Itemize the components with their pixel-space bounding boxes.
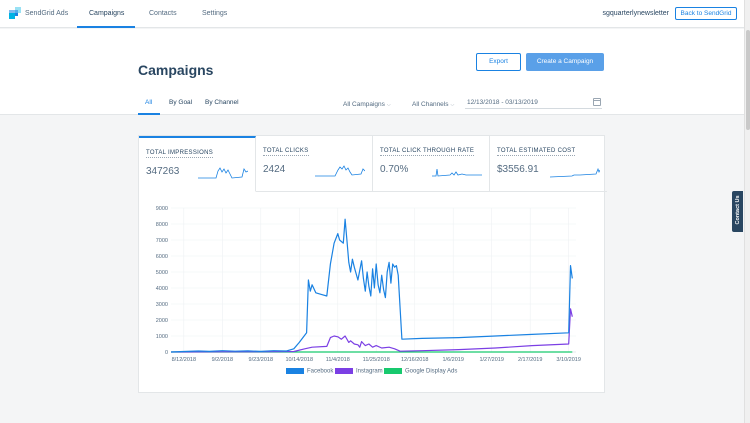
ctr-sparkline (432, 168, 482, 177)
y-tick-label: 5000 (156, 270, 168, 276)
legend-swatch-google (384, 368, 402, 374)
contact-us-label: Contact Us (735, 195, 741, 225)
brand-name[interactable]: SendGrid Ads (25, 10, 69, 17)
stat-label: TOTAL ESTIMATED COST (497, 148, 576, 156)
y-tick-label: 4000 (156, 286, 168, 292)
legend-swatch-instagram (335, 368, 353, 374)
subtab-by-goal[interactable]: By Goal (169, 99, 193, 106)
stat-click-through-rate[interactable]: TOTAL CLICK THROUGH RATE 0.70% (373, 136, 490, 192)
subtab-all[interactable]: All (145, 99, 153, 106)
calendar-icon[interactable] (593, 98, 601, 106)
x-tick-label: 1/6/2019 (443, 357, 464, 363)
stat-value: 0.70% (380, 164, 409, 175)
scrollbar-thumb[interactable] (746, 30, 750, 130)
campaign-stats-card: TOTAL IMPRESSIONS 347263 TOTAL CLICKS 24… (138, 135, 607, 393)
legend-label: Instagram (356, 368, 383, 375)
y-tick-label: 7000 (156, 238, 168, 244)
x-tick-label: 3/10/2019 (556, 357, 580, 363)
active-tab-indicator (77, 26, 135, 28)
legend-label: Google Display Ads (405, 368, 458, 375)
stat-value: 347263 (146, 166, 180, 177)
x-tick-label: 12/16/2018 (401, 357, 429, 363)
legend-item-google-display-ads[interactable]: Google Display Ads (384, 368, 457, 375)
back-to-sendgrid-button[interactable]: Back to SendGrid (675, 7, 737, 20)
sendgrid-logo-icon (9, 7, 21, 19)
stat-label: TOTAL CLICK THROUGH RATE (380, 148, 475, 156)
legend-swatch-facebook (286, 368, 304, 374)
x-tick-label: 9/2/2018 (212, 357, 233, 363)
active-subtab-indicator (138, 113, 160, 115)
tab-settings[interactable]: Settings (202, 10, 228, 17)
contact-us-tab[interactable]: Contact Us (732, 191, 743, 232)
top-nav: SendGrid Ads Campaigns Contacts Settings… (0, 0, 750, 28)
x-tick-label: 10/14/2018 (286, 357, 314, 363)
chevron-down-icon: ⌵ (450, 102, 455, 108)
date-range-picker[interactable]: 12/13/2018 - 03/13/2019 (465, 97, 602, 109)
x-tick-label: 2/17/2019 (518, 357, 542, 363)
impressions-sparkline (198, 167, 248, 179)
y-tick-label: 8000 (156, 222, 168, 228)
y-tick-label: 9000 (156, 206, 168, 212)
stat-label: TOTAL CLICKS (263, 148, 309, 156)
y-tick-label: 1000 (156, 334, 168, 340)
y-tick-label: 0 (165, 350, 168, 356)
campaign-filter-label: All Campaigns (343, 101, 385, 108)
subtab-by-channel[interactable]: By Channel (205, 99, 239, 106)
username[interactable]: sgquarterlynewsletter (602, 10, 669, 17)
x-tick-label: 11/4/2018 (326, 357, 350, 363)
create-campaign-button[interactable]: Create a Campaign (526, 53, 604, 71)
x-tick-label: 9/23/2018 (249, 357, 273, 363)
page-scrollbar[interactable] (744, 0, 750, 423)
stat-label: TOTAL IMPRESSIONS (146, 150, 214, 158)
chevron-down-icon: ⌵ (386, 102, 391, 108)
export-button[interactable]: Export (476, 53, 521, 71)
page-title: Campaigns (138, 62, 214, 78)
series-line-facebook (170, 218, 573, 353)
date-range-value: 12/13/2018 - 03/13/2019 (467, 99, 538, 106)
tab-contacts[interactable]: Contacts (149, 10, 177, 17)
x-tick-label: 11/25/2018 (363, 357, 390, 363)
stat-estimated-cost[interactable]: TOTAL ESTIMATED COST $3556.91 (490, 136, 607, 192)
legend-item-facebook[interactable]: Facebook (286, 368, 333, 375)
channel-filter-label: All Channels (412, 101, 449, 108)
stat-value: 2424 (263, 164, 286, 175)
cost-sparkline (550, 167, 600, 178)
stat-total-clicks[interactable]: TOTAL CLICKS 2424 (256, 136, 373, 192)
y-tick-label: 3000 (156, 302, 168, 308)
tab-campaigns[interactable]: Campaigns (89, 10, 125, 17)
y-tick-label: 6000 (156, 254, 168, 260)
channel-filter-dropdown[interactable]: All Channels ⌵ (412, 101, 454, 108)
campaign-filter-dropdown[interactable]: All Campaigns ⌵ (343, 101, 391, 108)
series-line-instagram (170, 308, 573, 353)
page-header (0, 29, 750, 115)
stat-value: $3556.91 (497, 164, 539, 175)
x-tick-label: 8/12/2018 (172, 357, 196, 363)
legend-item-instagram[interactable]: Instagram (335, 368, 383, 375)
legend-label: Facebook (307, 368, 334, 375)
clicks-sparkline (315, 165, 365, 177)
stat-total-impressions[interactable]: TOTAL IMPRESSIONS 347263 (139, 136, 256, 192)
campaign-performance-chart: 0 1000 2000 3000 4000 5000 6000 7000 8000 9000 8/1… (156, 206, 581, 363)
y-tick-label: 2000 (156, 318, 168, 324)
x-tick-label: 1/27/2019 (479, 357, 503, 363)
